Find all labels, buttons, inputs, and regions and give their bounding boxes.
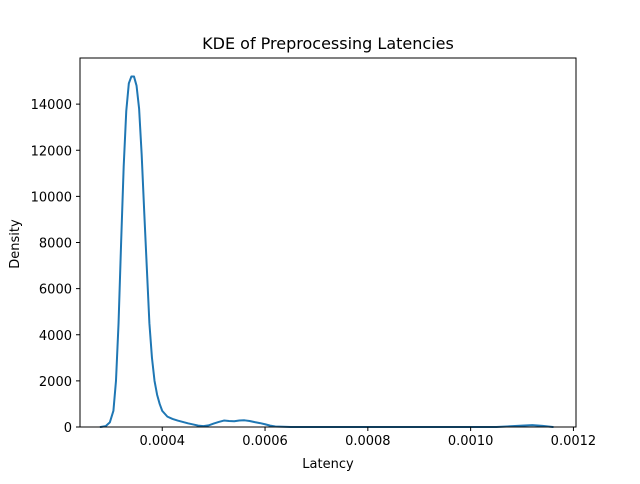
y-tick-label: 10000 bbox=[31, 190, 72, 205]
plot-area bbox=[79, 57, 577, 428]
y-tick-label: 12000 bbox=[31, 144, 72, 159]
chart-title: KDE of Preprocessing Latencies bbox=[202, 34, 454, 53]
x-tick-label: 0.0008 bbox=[345, 434, 391, 449]
y-tick-label: 6000 bbox=[39, 283, 72, 298]
x-tick-label: 0.0004 bbox=[139, 434, 185, 449]
x-axis-label: Latency bbox=[302, 457, 354, 472]
x-axis: 0.0004 0.0006 0.0008 0.0010 0.0012 bbox=[139, 427, 596, 449]
y-tick-label: 14000 bbox=[31, 98, 72, 113]
y-tick-label: 8000 bbox=[39, 237, 72, 252]
y-axis: 0 2000 4000 6000 8000 10000 12000 14000 bbox=[31, 98, 80, 436]
y-tick-label: 2000 bbox=[39, 375, 72, 390]
x-tick-label: 0.0010 bbox=[448, 434, 494, 449]
x-tick-label: 0.0006 bbox=[242, 434, 288, 449]
y-tick-label: 4000 bbox=[39, 329, 72, 344]
y-axis-label: Density bbox=[8, 219, 23, 269]
kde-line-0 bbox=[99, 75, 554, 428]
x-tick-label: 0.0012 bbox=[551, 434, 597, 449]
y-tick-label: 0 bbox=[64, 421, 72, 436]
